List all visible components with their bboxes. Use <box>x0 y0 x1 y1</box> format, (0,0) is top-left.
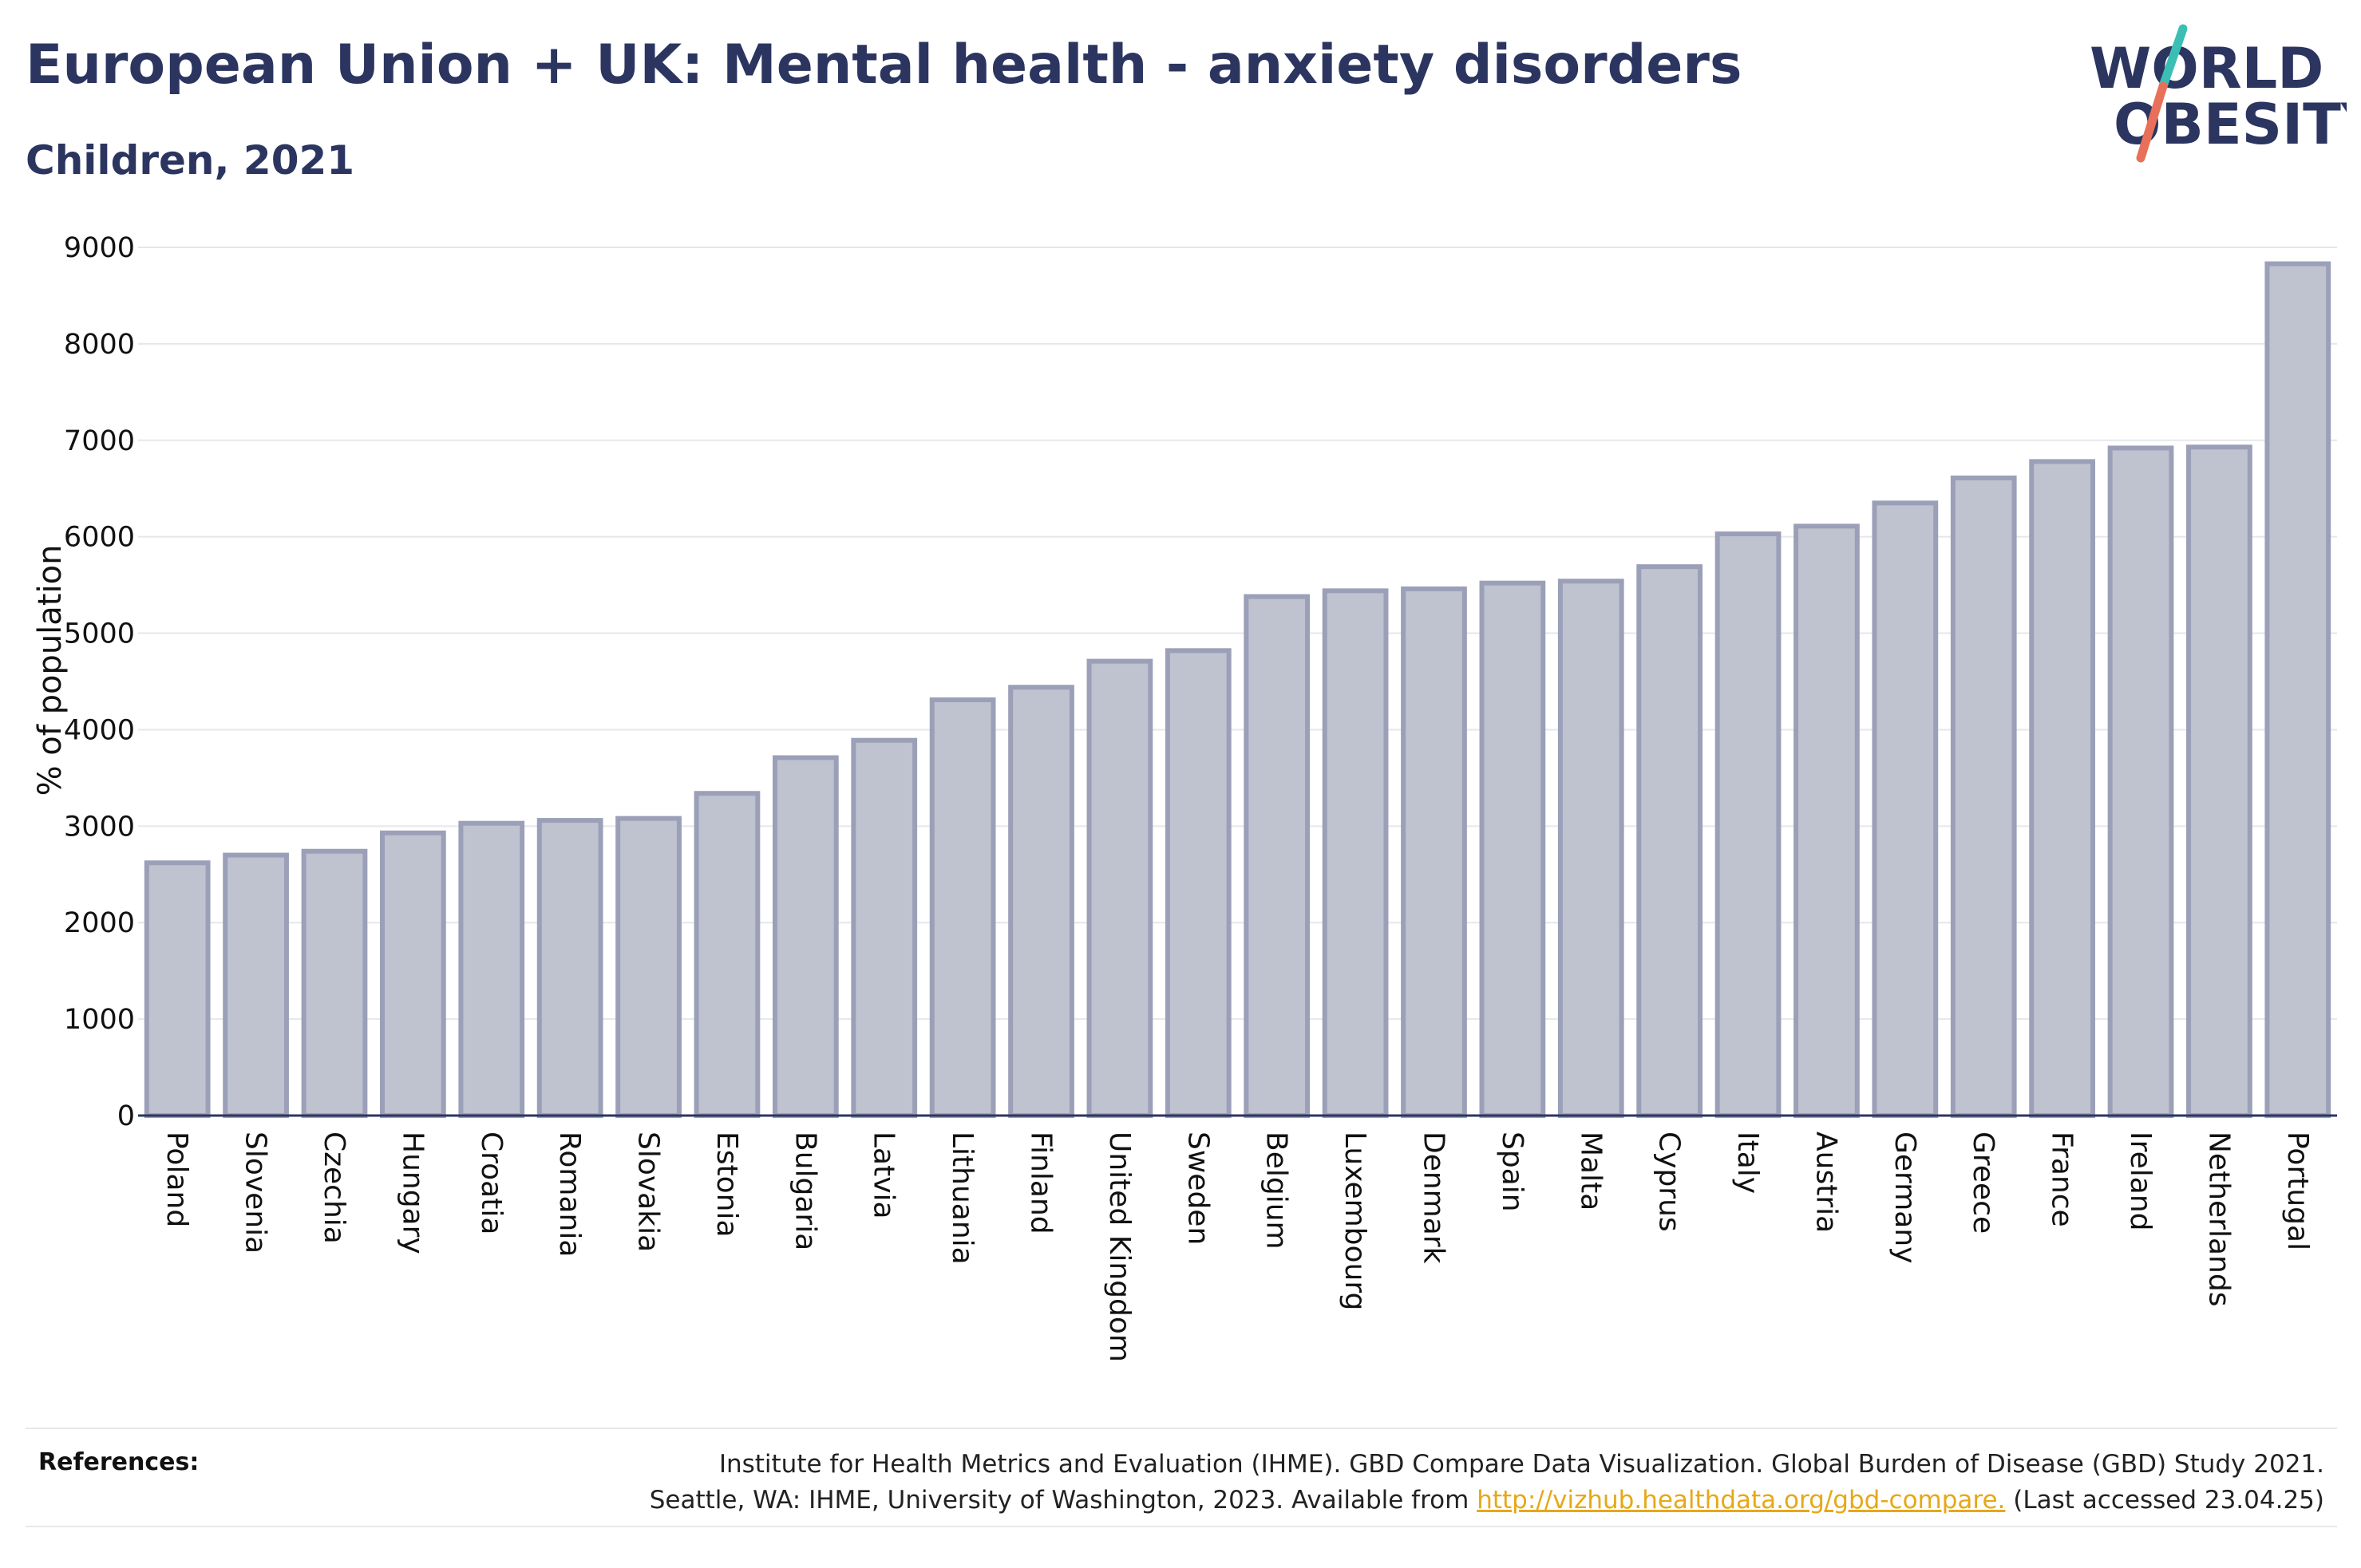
bar-germany <box>1872 500 1939 1118</box>
x-tick-label: Netherlands <box>2202 1132 2235 1306</box>
x-tick-label: Croatia <box>475 1132 508 1234</box>
reference-line-2-prefix: Seattle, WA: IHME, University of Washing… <box>649 1486 1477 1515</box>
x-tick-label: Belgium <box>1260 1132 1293 1250</box>
x-tick-label: Lithuania <box>946 1132 979 1265</box>
x-tick-label: Slovakia <box>632 1132 665 1252</box>
bar-slovenia <box>223 852 289 1118</box>
bar-netherlands <box>2186 444 2252 1118</box>
x-tick-label: Denmark <box>1417 1132 1449 1264</box>
x-tick-label: Austria <box>1809 1132 1842 1233</box>
bar-czechia <box>301 848 368 1118</box>
reference-line-1: Institute for Health Metrics and Evaluat… <box>718 1450 2324 1479</box>
y-axis-ticks: 0 1000 2000 3000 4000 5000 6000 7000 8000 9000 <box>64 232 135 1132</box>
bar-slovakia <box>615 816 682 1118</box>
bar-portugal <box>2264 261 2331 1118</box>
bar-cyprus <box>1636 564 1703 1118</box>
y-tick-label: 0 <box>117 1100 135 1132</box>
x-tick-label: Poland <box>160 1132 193 1227</box>
bar-malta <box>1557 579 1624 1118</box>
x-tick-label: France <box>2046 1132 2078 1227</box>
x-axis-labels: Poland Slovenia Czechia Hungary Croatia Roman… <box>160 1132 2314 1362</box>
logo-word-world: WORLD <box>2090 36 2323 101</box>
bar-croatia <box>458 820 525 1118</box>
bar-ireland <box>2107 445 2174 1118</box>
references-text: Institute for Health Metrics and Evaluat… <box>409 1447 2324 1519</box>
y-tick-label: 1000 <box>64 1004 135 1036</box>
x-tick-label: Luxembourg <box>1339 1132 1371 1310</box>
page-subtitle: Children, 2021 <box>26 137 355 184</box>
bar-bulgaria <box>772 755 839 1118</box>
bar-estonia <box>694 791 761 1119</box>
page-title: European Union + UK: Mental health - anx… <box>26 34 1742 97</box>
bar-spain <box>1479 580 1546 1118</box>
x-tick-label: Bulgaria <box>789 1132 821 1250</box>
logo-slash-bottom-icon <box>2136 81 2168 163</box>
bar-poland <box>144 860 211 1118</box>
x-tick-label: Slovenia <box>239 1132 272 1254</box>
x-tick-label: Malta <box>1574 1132 1607 1211</box>
x-tick-label: Finland <box>1025 1132 1058 1234</box>
bar-chart: 0 1000 2000 3000 4000 5000 6000 7000 8000 9000 Po… <box>32 232 2337 1362</box>
bar-sweden <box>1165 648 1232 1118</box>
x-tick-label: Estonia <box>710 1132 743 1238</box>
x-tick-label: United Kingdom <box>1103 1132 1136 1362</box>
x-tick-label: Portugal <box>2281 1132 2314 1250</box>
bar-italy <box>1714 531 1782 1118</box>
bar-finland <box>1008 685 1074 1118</box>
x-tick-label: Sweden <box>1181 1132 1214 1245</box>
y-tick-label: 8000 <box>64 329 135 361</box>
y-tick-label: 2000 <box>64 907 135 939</box>
reference-link[interactable]: http://vizhub.healthdata.org/gbd-compare… <box>1477 1486 2006 1515</box>
x-tick-label: Spain <box>1496 1132 1529 1212</box>
x-tick-label: Hungary <box>396 1132 429 1254</box>
world-obesity-logo: WORLD OBESITY <box>2090 24 2347 163</box>
bar-lithuania <box>929 697 996 1118</box>
bar-luxembourg <box>1322 588 1389 1118</box>
x-tick-label: Germany <box>1888 1132 1921 1263</box>
y-tick-label: 4000 <box>64 714 135 746</box>
x-tick-label: Italy <box>1731 1132 1764 1194</box>
bar-latvia <box>851 737 918 1119</box>
footer-divider-bottom <box>26 1526 2337 1527</box>
x-tick-label: Czechia <box>318 1132 350 1244</box>
bar-romania <box>536 818 603 1118</box>
bar-belgium <box>1244 594 1311 1118</box>
bar-united-kingdom <box>1086 658 1153 1118</box>
x-tick-label: Greece <box>1967 1132 1999 1234</box>
bars <box>144 261 2331 1119</box>
x-tick-label: Romania <box>553 1132 586 1257</box>
reference-line-2-suffix: (Last accessed 23.04.25) <box>2005 1486 2324 1515</box>
y-tick-label: 7000 <box>64 425 135 457</box>
bar-greece <box>1950 475 2017 1118</box>
bar-denmark <box>1401 586 1467 1118</box>
y-tick-label: 9000 <box>64 232 135 264</box>
bar-france <box>2029 459 2095 1118</box>
y-tick-label: 6000 <box>64 522 135 554</box>
bar-hungary <box>380 830 446 1118</box>
bar-austria <box>1793 523 1860 1118</box>
y-axis-title: % of population <box>32 545 69 796</box>
logo-slash-top-icon <box>2158 24 2188 91</box>
references-label: References: <box>38 1448 200 1476</box>
y-tick-label: 5000 <box>64 618 135 650</box>
x-tick-label: Latvia <box>868 1132 900 1219</box>
x-tick-label: Ireland <box>2124 1132 2157 1231</box>
footer-divider-top <box>26 1428 2337 1429</box>
y-tick-label: 3000 <box>64 811 135 843</box>
x-tick-label: Cyprus <box>1653 1132 1686 1232</box>
